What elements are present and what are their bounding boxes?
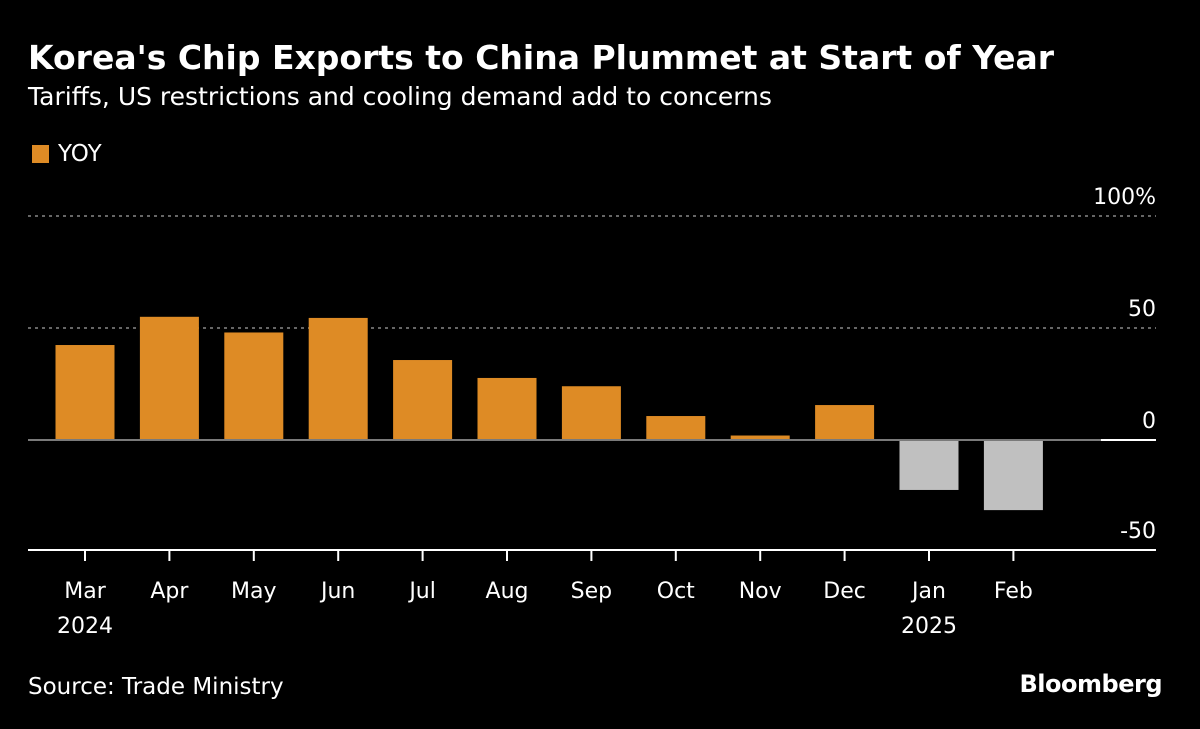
bar-feb	[983, 440, 1043, 511]
x-tick-label-jan: Jan	[910, 579, 946, 604]
bar-jan	[899, 440, 959, 490]
y-tick-label: 0	[1142, 409, 1156, 434]
x-tick-label-mar: Mar	[64, 579, 106, 604]
bar-may	[224, 332, 284, 440]
bloomberg-logo: Bloomberg	[1019, 670, 1163, 698]
x-tick-label-may: May	[231, 579, 276, 604]
bar-oct	[646, 416, 706, 440]
legend-label-yoy: YOY	[58, 141, 102, 167]
x-tick-year-label: 2025	[901, 614, 957, 639]
x-tick-label-oct: Oct	[657, 579, 695, 604]
x-tick-label-jun: Jun	[319, 579, 355, 604]
x-tick-label-jul: Jul	[407, 579, 436, 604]
x-tick-label-nov: Nov	[739, 579, 782, 604]
x-tick-label-dec: Dec	[823, 579, 866, 604]
chart-subtitle: Tariffs, US restrictions and cooling dem…	[28, 82, 772, 111]
source-note: Source: Trade Ministry	[28, 674, 284, 700]
bar-aug	[477, 377, 537, 440]
bar-jul	[393, 360, 453, 440]
x-tick-label-aug: Aug	[486, 579, 529, 604]
bar-apr	[139, 316, 199, 440]
x-tick-label-feb: Feb	[994, 579, 1033, 604]
bar-dec	[815, 405, 875, 440]
tick-labels: 100% 50 0 -50 Mar 2024 Apr May Jun Jul Aug Sep Oct No…	[57, 185, 1156, 639]
legend: YOY	[32, 141, 102, 167]
bar-nov	[730, 435, 790, 440]
y-tick-label: -50	[1120, 519, 1156, 544]
chart-title: Korea's Chip Exports to China Plummet at…	[28, 38, 1055, 77]
bars	[55, 316, 1043, 511]
bar-mar	[55, 345, 115, 440]
y-tick-label: 100%	[1093, 185, 1156, 210]
legend-swatch-yoy	[32, 145, 49, 163]
x-tick-year-label: 2024	[57, 614, 113, 639]
y-tick-label: 50	[1128, 297, 1156, 322]
gridlines	[28, 215, 1156, 329]
axes	[28, 439, 1156, 561]
bar-jun	[308, 317, 368, 440]
bar-sep	[561, 386, 621, 440]
x-tick-label-sep: Sep	[571, 579, 612, 604]
x-tick-label-apr: Apr	[150, 579, 189, 604]
